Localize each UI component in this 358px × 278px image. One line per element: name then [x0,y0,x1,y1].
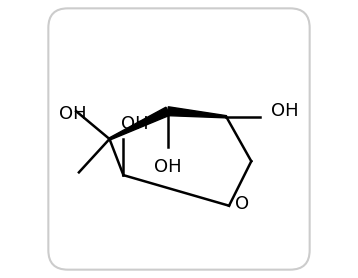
Text: OH: OH [271,102,298,120]
Text: OH: OH [154,158,182,177]
Polygon shape [109,107,170,140]
Text: OH: OH [121,115,148,133]
Text: O: O [234,195,249,213]
FancyBboxPatch shape [48,8,310,270]
Polygon shape [168,107,226,118]
Text: OH: OH [59,105,87,123]
